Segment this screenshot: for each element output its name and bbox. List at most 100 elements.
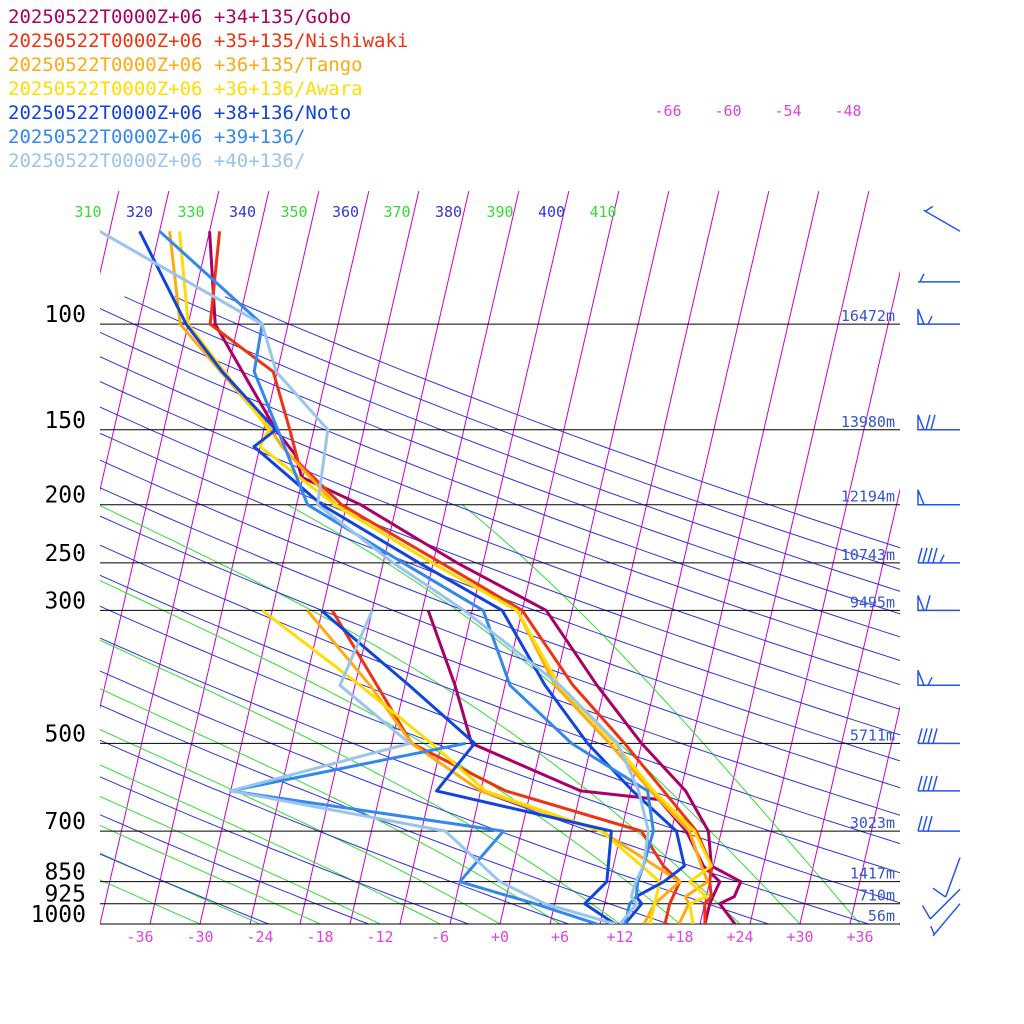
theta-label: 320 xyxy=(126,203,153,221)
pressure-label: 1000 xyxy=(31,902,86,928)
isotherm-line xyxy=(0,191,19,924)
pressure-label: 100 xyxy=(44,302,86,328)
wind-barb-flag xyxy=(917,728,923,744)
legend-entry: 20250522T0000Z+06 +38+136/Noto xyxy=(8,102,351,124)
legend-entry: 20250522T0000Z+06 +35+135/Nishiwaki xyxy=(8,30,408,52)
isotherm-line xyxy=(100,190,170,493)
pressure-label: 850 xyxy=(44,860,86,886)
wind-barb-flag xyxy=(927,775,933,792)
wind-barb-shaft xyxy=(944,857,961,898)
moist-adiabat-line xyxy=(100,852,261,924)
legend-entry: 20250522T0000Z+06 +34+135/Gobo xyxy=(8,6,351,28)
wind-barb-shaft xyxy=(923,209,961,232)
dry-adiabat-line xyxy=(100,356,900,661)
wind-barb-flag xyxy=(922,547,928,564)
wind-barb-flag xyxy=(917,775,923,792)
series-dewpoint-line xyxy=(261,609,662,924)
axis-labels: 100 16472m 150 13980m 200 12194m 250 10743m 300 9… xyxy=(31,102,895,946)
series-dewpoint-line xyxy=(330,609,682,924)
isotherm-line xyxy=(950,191,1024,924)
wind-barb-flag xyxy=(932,775,938,792)
dry-adiabat-line xyxy=(100,406,900,710)
height-label: 16472m xyxy=(841,307,895,325)
wind-barb-pennant xyxy=(917,414,926,431)
isotherm-line xyxy=(699,190,870,924)
series-temperature-line xyxy=(208,231,743,924)
theta-label: 360 xyxy=(332,203,359,221)
wind-barb-flag xyxy=(925,595,931,611)
wind-barbs xyxy=(917,205,961,937)
legend-entry: 20250522T0000Z+06 +40+136/ xyxy=(8,150,305,172)
isotherm-line xyxy=(599,190,770,924)
wind-barb xyxy=(917,547,960,564)
wind-barb-flag xyxy=(930,414,936,430)
isotherm-line xyxy=(249,190,420,924)
pressure-label: 300 xyxy=(44,588,86,614)
wind-barb-flag xyxy=(939,554,945,564)
theta-label: 400 xyxy=(538,203,565,221)
isotherm-line xyxy=(849,704,900,924)
height-label: 13980m xyxy=(841,413,895,431)
isotherm-line xyxy=(1000,191,1024,924)
wind-barb-flag xyxy=(921,905,931,920)
wind-barb xyxy=(932,857,961,898)
x-tick-label: +12 xyxy=(606,928,633,946)
theta-label: 340 xyxy=(229,203,256,221)
moist-adiabat-line xyxy=(100,879,201,924)
wind-barb-shaft xyxy=(929,888,961,920)
x-tick-label: -6 xyxy=(431,928,449,946)
moist-adiabat-line xyxy=(100,824,321,924)
wind-barb-pennant xyxy=(917,670,926,687)
series-temperature-line xyxy=(138,230,686,924)
isotherm-line xyxy=(100,190,220,710)
x-tick-label: +24 xyxy=(726,928,753,946)
legend-entry: 20250522T0000Z+06 +36+135/Tango xyxy=(8,54,363,76)
wind-barb-flag xyxy=(922,775,928,792)
wind-barb-flag xyxy=(917,547,923,564)
isotherm-line xyxy=(399,190,570,924)
wind-barb-flag xyxy=(924,205,934,212)
wind-barb-shaft xyxy=(932,903,961,937)
theta-label: 410 xyxy=(589,203,616,221)
wind-barb xyxy=(917,775,960,792)
height-label: 710m xyxy=(859,887,895,905)
wind-barb xyxy=(917,489,960,506)
dry-adiabat-line xyxy=(100,515,900,816)
wind-barb xyxy=(917,308,960,325)
wind-barb-flag xyxy=(917,815,923,832)
theta-label: 370 xyxy=(383,203,410,221)
wind-barb xyxy=(930,903,961,937)
upper-temp-label: -66 xyxy=(654,102,681,120)
wind-barb xyxy=(917,670,960,687)
wind-barb xyxy=(917,414,960,431)
wind-barb-pennant xyxy=(917,308,926,325)
pressure-label: 250 xyxy=(44,541,86,567)
legend: 20250522T0000Z+06 +34+135/Gobo20250522T0… xyxy=(8,6,408,172)
moist-adiabat-line xyxy=(100,795,381,924)
legend-entry: 20250522T0000Z+06 +39+136/ xyxy=(8,126,305,148)
pressure-label: 500 xyxy=(44,721,86,747)
series-temperature-line xyxy=(208,231,713,924)
sounding-series xyxy=(100,229,743,924)
series-dewpoint-line xyxy=(229,741,598,924)
pressure-label: 925 xyxy=(44,882,86,908)
moist-adiabat-line xyxy=(100,688,561,924)
x-tick-label: -24 xyxy=(246,928,273,946)
dry-adiabat-line xyxy=(124,296,900,592)
dry-adiabat-line xyxy=(174,296,900,570)
isotherm-line xyxy=(499,190,670,924)
theta-label: 330 xyxy=(177,203,204,221)
pressure-label: 150 xyxy=(44,408,86,434)
height-label: 5711m xyxy=(850,726,895,744)
dry-adiabat-line xyxy=(100,331,900,638)
dry-adiabat-line xyxy=(100,487,900,789)
theta-label: 310 xyxy=(74,203,101,221)
wind-barb-flag xyxy=(930,925,935,935)
moist-adiabat-line xyxy=(100,639,621,924)
isotherm-line xyxy=(749,270,900,924)
wind-barb xyxy=(917,595,960,612)
wind-barb xyxy=(923,205,961,232)
x-tick-label: -18 xyxy=(306,928,333,946)
wind-barb xyxy=(917,815,960,832)
